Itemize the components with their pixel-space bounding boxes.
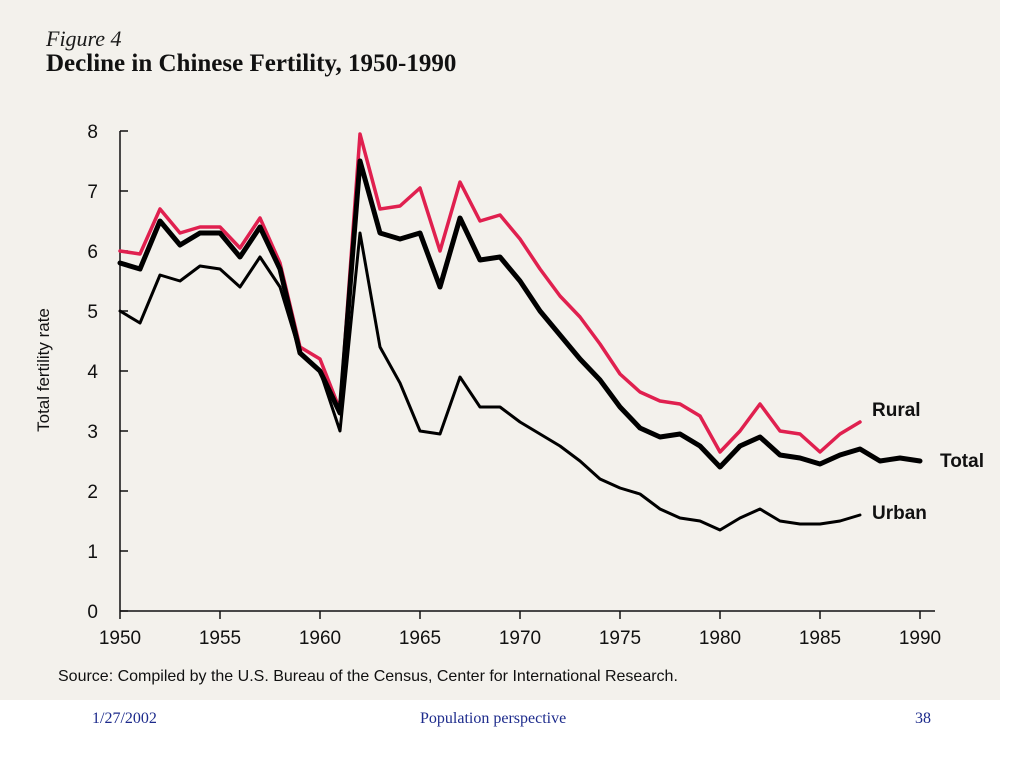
figure-title: Decline in Chinese Fertility, 1950-1990 xyxy=(46,50,457,77)
x-tick-label: 1980 xyxy=(699,628,741,649)
series-line-rural xyxy=(118,132,862,454)
series-label-urban: Urban xyxy=(872,503,927,524)
x-tick-label: 1985 xyxy=(799,628,841,649)
x-tick-label: 1990 xyxy=(899,628,941,649)
footer-date: 1/27/2002 xyxy=(92,710,157,727)
series-label-rural: Rural xyxy=(872,400,921,421)
x-tick-label: 1975 xyxy=(599,628,641,649)
x-tick-label: 1965 xyxy=(399,628,441,649)
footer-title: Population perspective xyxy=(420,710,567,727)
y-tick-label: 6 xyxy=(87,242,98,263)
y-tick-label: 3 xyxy=(87,422,98,443)
footer-page-number: 38 xyxy=(915,710,931,727)
y-tick-label: 1 xyxy=(87,542,98,563)
x-tick-label: 1950 xyxy=(99,628,141,649)
y-tick-label: 5 xyxy=(87,302,98,323)
source-note: Source: Compiled by the U.S. Bureau of t… xyxy=(58,668,678,685)
series-line-urban xyxy=(118,231,862,532)
y-tick-label: 8 xyxy=(87,122,98,143)
y-tick-label: 0 xyxy=(87,602,98,623)
scanned-page xyxy=(0,0,1000,700)
x-tick-label: 1955 xyxy=(199,628,241,649)
chart-svg: 0 1 2 3 4 5 6 7 8 1950 1955 1960 1965 1970 1975 1980 198… xyxy=(87,122,984,649)
figure-label: Figure 4 xyxy=(46,26,122,51)
y-tick-label: 2 xyxy=(87,482,98,503)
series-line-total xyxy=(117,158,923,470)
page-margin xyxy=(1000,0,1024,700)
y-tick-label: 7 xyxy=(87,182,98,203)
y-axis-label: Total fertility rate xyxy=(34,308,53,432)
series-label-total: Total xyxy=(940,451,984,472)
x-tick-label: 1960 xyxy=(299,628,341,649)
x-tick-label: 1970 xyxy=(499,628,541,649)
y-tick-label: 4 xyxy=(87,362,98,383)
